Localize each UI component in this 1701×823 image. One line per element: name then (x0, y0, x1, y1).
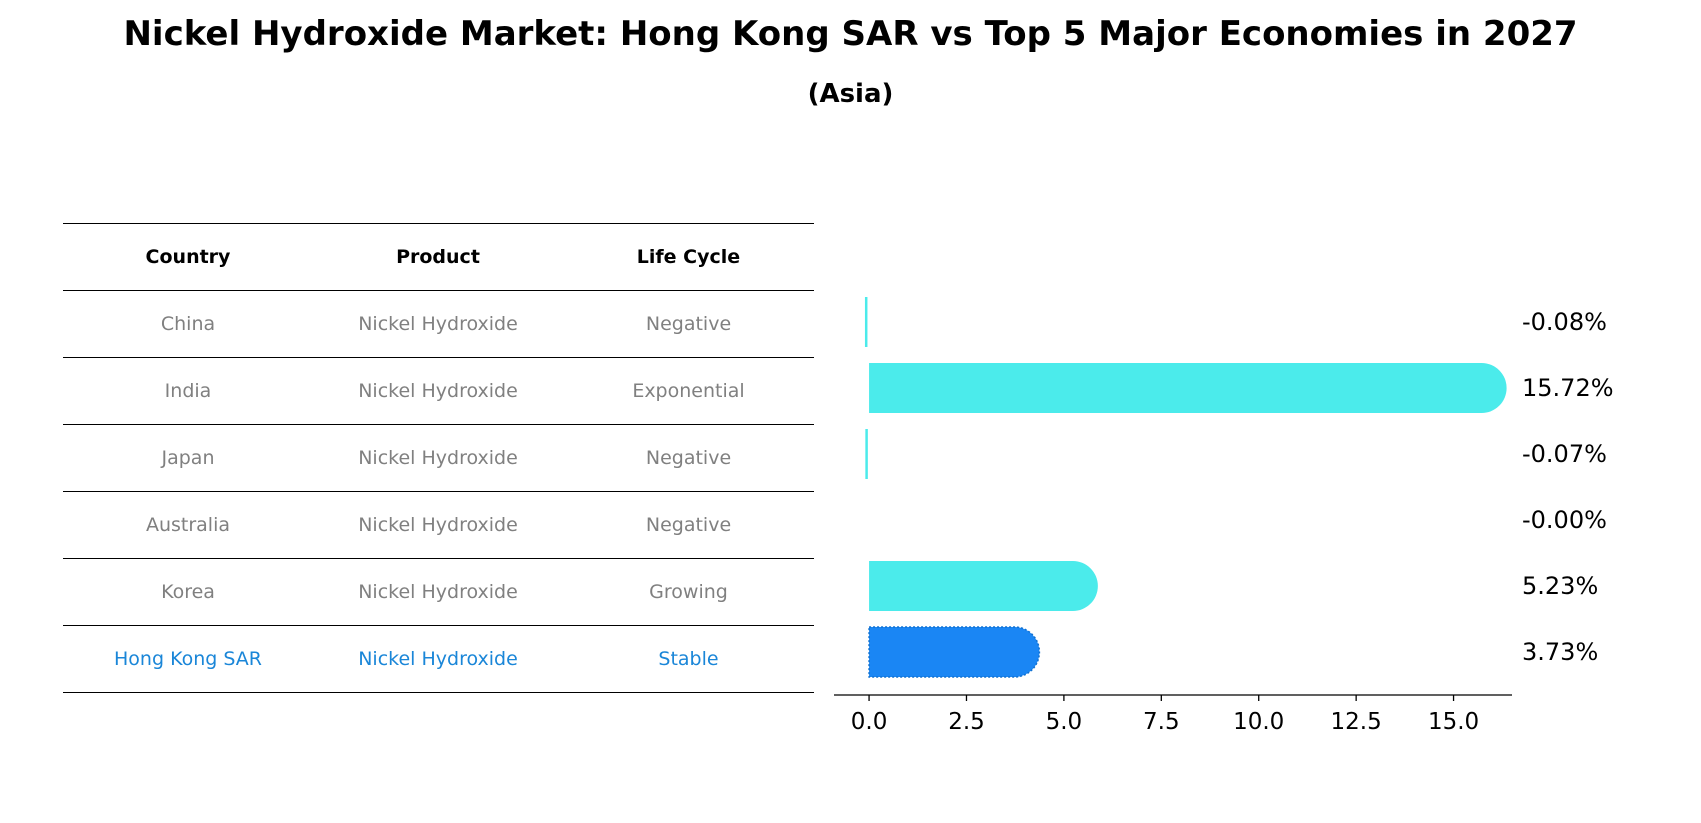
x-tick-label: 10.0 (1233, 709, 1284, 735)
table-row: India Nickel Hydroxide Exponential (63, 357, 814, 425)
bar-japan (865, 429, 868, 479)
bar-india (869, 363, 1507, 413)
cell-country: China (63, 290, 313, 358)
table-row: Korea Nickel Hydroxide Growing (63, 558, 814, 626)
cell-product: Nickel Hydroxide (313, 491, 563, 559)
value-label: 5.23% (1522, 572, 1598, 600)
value-label: -0.08% (1522, 308, 1607, 336)
country-table: Country Product Life Cycle China Nickel … (63, 223, 814, 693)
cell-life-cycle: Stable (563, 625, 814, 693)
header-life-cycle: Life Cycle (563, 223, 814, 291)
cell-country: Japan (63, 424, 313, 492)
x-tick-label: 7.5 (1143, 709, 1180, 735)
cell-life-cycle: Negative (563, 290, 814, 358)
cell-life-cycle: Negative (563, 491, 814, 559)
x-tick-label: 15.0 (1428, 709, 1479, 735)
value-label: -0.07% (1522, 440, 1607, 468)
cell-product: Nickel Hydroxide (313, 558, 563, 626)
value-label: 15.72% (1522, 374, 1614, 402)
cell-life-cycle: Negative (563, 424, 814, 492)
table-row: Australia Nickel Hydroxide Negative (63, 491, 814, 559)
bar-korea (869, 561, 1098, 611)
cell-product: Nickel Hydroxide (313, 357, 563, 425)
x-tick-label: 0.0 (851, 709, 888, 735)
x-tick-label: 5.0 (1046, 709, 1083, 735)
bar-china (864, 297, 868, 347)
cell-life-cycle: Growing (563, 558, 814, 626)
chart-title: Nickel Hydroxide Market: Hong Kong SAR v… (123, 14, 1578, 54)
table-row: China Nickel Hydroxide Negative (63, 290, 814, 358)
header-product: Product (313, 223, 563, 291)
cell-life-cycle: Exponential (563, 357, 814, 425)
chart-subtitle: (Asia) (807, 79, 894, 109)
cell-country: Korea (63, 558, 313, 626)
value-label: -0.00% (1522, 506, 1607, 534)
table-row-highlight: Hong Kong SAR Nickel Hydroxide Stable (63, 625, 814, 693)
cell-product: Nickel Hydroxide (313, 625, 563, 693)
bar-hong-kong-sar (868, 626, 1041, 678)
header-country: Country (63, 223, 313, 291)
cell-product: Nickel Hydroxide (313, 424, 563, 492)
x-tick-label: 2.5 (948, 709, 985, 735)
cell-country: Hong Kong SAR (63, 625, 313, 693)
cell-country: Australia (63, 491, 313, 559)
cell-product: Nickel Hydroxide (313, 290, 563, 358)
x-tick-label: 12.5 (1331, 709, 1382, 735)
value-label: 3.73% (1522, 638, 1598, 666)
table-header-row: Country Product Life Cycle (63, 223, 814, 291)
cell-country: India (63, 357, 313, 425)
table-row: Japan Nickel Hydroxide Negative (63, 424, 814, 492)
